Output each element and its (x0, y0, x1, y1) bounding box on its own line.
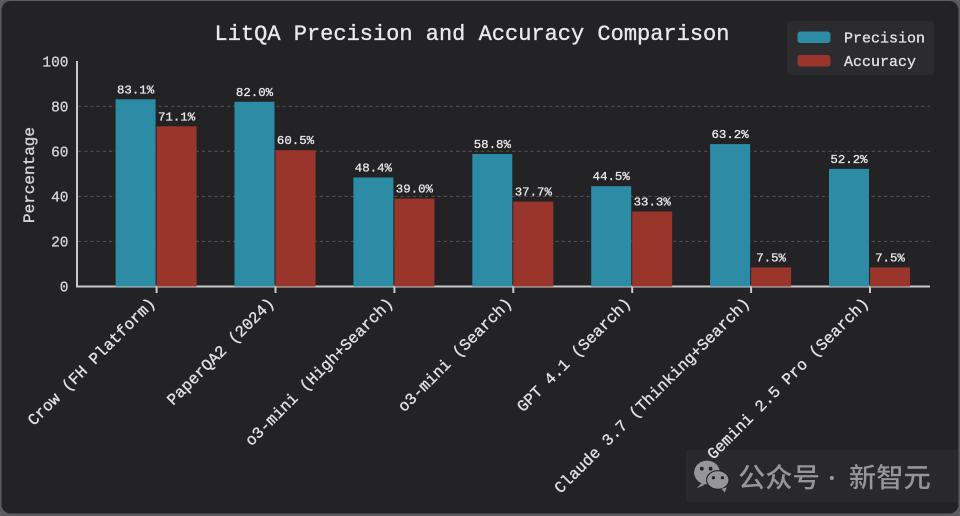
svg-text:100: 100 (42, 55, 68, 71)
svg-text:Percentage: Percentage (21, 127, 39, 223)
svg-text:7.5%: 7.5% (756, 251, 786, 265)
svg-text:Accuracy: Accuracy (844, 54, 916, 71)
svg-text:58.8%: 58.8% (474, 138, 512, 152)
svg-text:20: 20 (51, 236, 68, 252)
svg-text:52.2%: 52.2% (830, 153, 868, 167)
svg-text:39.0%: 39.0% (396, 183, 434, 197)
svg-text:60: 60 (51, 146, 68, 162)
svg-text:7.5%: 7.5% (875, 251, 905, 265)
svg-text:LitQA Precision and Accuracy C: LitQA Precision and Accuracy Comparison (215, 22, 730, 47)
svg-text:33.3%: 33.3% (634, 196, 672, 210)
svg-text:40: 40 (51, 191, 68, 207)
svg-text:71.1%: 71.1% (158, 110, 196, 124)
svg-text:63.2%: 63.2% (712, 128, 750, 142)
svg-text:37.7%: 37.7% (515, 186, 553, 200)
svg-text:44.5%: 44.5% (593, 170, 631, 184)
svg-text:82.0%: 82.0% (236, 86, 274, 100)
svg-text:80: 80 (51, 101, 68, 117)
svg-text:0: 0 (60, 281, 69, 297)
svg-text:83.1%: 83.1% (117, 83, 155, 97)
svg-text:60.5%: 60.5% (277, 134, 315, 148)
svg-text:48.4%: 48.4% (355, 162, 393, 176)
svg-text:Precision: Precision (844, 31, 925, 48)
